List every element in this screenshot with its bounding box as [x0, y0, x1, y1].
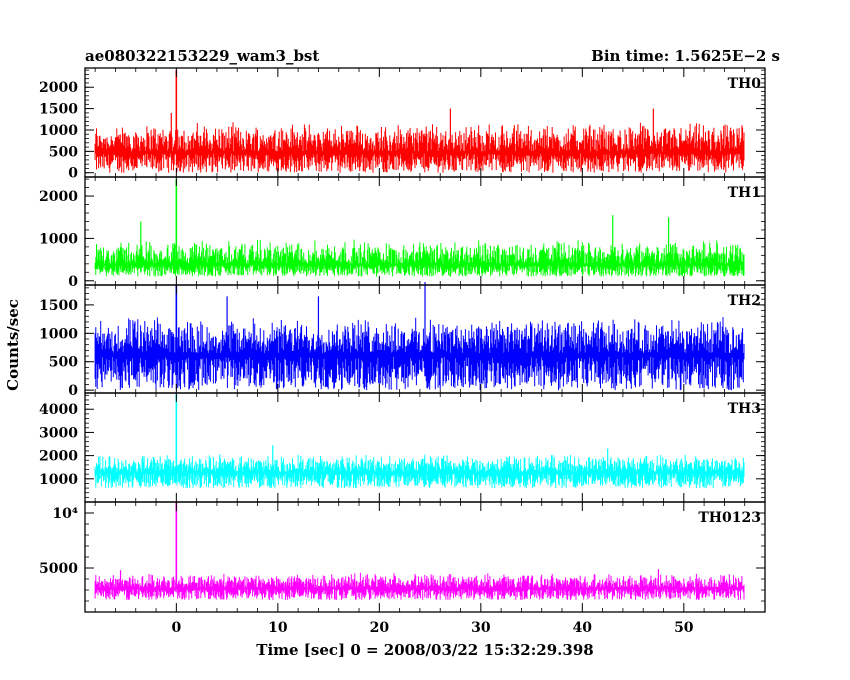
- x-axis-label: Time [sec] 0 = 2008/03/22 15:32:29.398: [256, 641, 593, 659]
- y-tick-label: 2000: [39, 189, 78, 205]
- panel-label-th0123: TH0123: [698, 510, 761, 526]
- x-tick-label: 40: [573, 620, 593, 636]
- y-tick-label: 1500: [39, 102, 78, 118]
- series-th0: [94, 122, 745, 173]
- panel-th2: 0 500 1000 1500 TH2: [39, 282, 766, 399]
- y-tick-label: 1000: [39, 326, 78, 342]
- x-tick-label: 0: [171, 620, 181, 636]
- y-tick-label: 1000: [39, 472, 78, 488]
- y-tick-label: 500: [49, 144, 78, 160]
- y-tick-label: 5000: [39, 561, 78, 577]
- x-tick-label: 20: [370, 620, 390, 636]
- y-tick-label: 1000: [39, 123, 78, 139]
- y-tick-label: 0: [68, 166, 78, 182]
- series-th1: [94, 239, 745, 277]
- x-tick-label: 30: [471, 620, 491, 636]
- panel-th0123: 5000 10⁴ TH0123: [39, 501, 766, 613]
- y-tick-label: 0: [68, 274, 78, 290]
- series-th2: [94, 317, 745, 391]
- y-tick-label: 2000: [39, 449, 78, 465]
- y-tick-label: 4000: [39, 402, 78, 418]
- panel-label-th1: TH1: [728, 185, 761, 201]
- y-tick-label: 1000: [39, 231, 78, 247]
- series-th0123: [94, 572, 745, 600]
- x-tick-label: 10: [268, 620, 288, 636]
- panel-label-th3: TH3: [728, 401, 761, 417]
- panel-th3: 1000 2000 3000 4000 TH3: [39, 392, 766, 503]
- y-tick-label: 0: [68, 383, 78, 399]
- y-tick-label: 10⁴: [52, 506, 78, 522]
- bin-time-label: Bin time: 1.5625E−2 s: [591, 47, 780, 65]
- y-tick-label: 1500: [39, 298, 78, 314]
- panel-th1: 0 1000 2000 TH1: [39, 176, 766, 290]
- panel-th0: 0 500 1000 1500 2000 TH0: [39, 67, 766, 182]
- y-tick-label: 3000: [39, 425, 78, 441]
- panel-label-th2: TH2: [728, 293, 761, 309]
- panel-label-th0: TH0: [728, 76, 762, 92]
- y-tick-label: 2000: [39, 80, 78, 96]
- y-axis-label: Counts/sec: [4, 299, 22, 391]
- chart-title: ae080322153229_wam3_bst: [85, 47, 319, 65]
- y-tick-label: 500: [49, 355, 78, 371]
- series-th3: [94, 454, 745, 489]
- x-tick-label: 50: [674, 620, 694, 636]
